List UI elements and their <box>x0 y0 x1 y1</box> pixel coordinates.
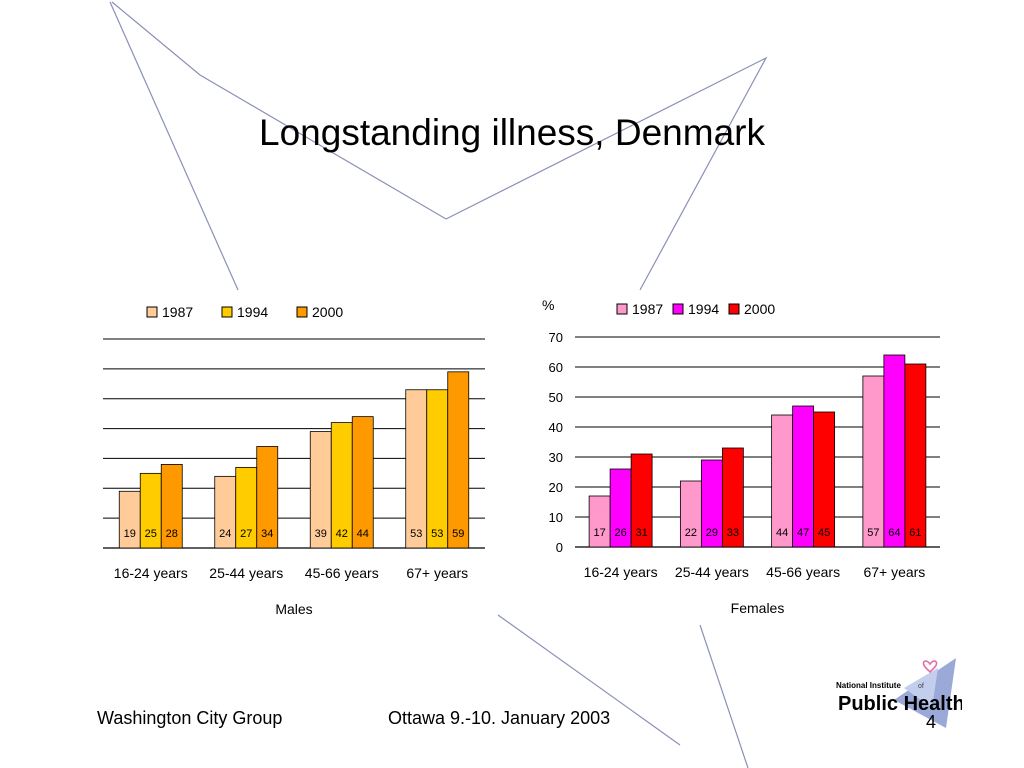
category-label: 25-44 years <box>209 565 283 581</box>
y-tick-label: 0 <box>556 540 563 555</box>
data-label: 53 <box>410 528 422 540</box>
bar <box>721 447 744 548</box>
data-label: 59 <box>452 528 464 540</box>
y-tick-label: 40 <box>549 420 563 435</box>
logo-of: of <box>918 683 924 690</box>
y-tick-label: 70 <box>549 330 563 345</box>
data-label: 34 <box>261 528 273 540</box>
data-label: 28 <box>166 528 178 540</box>
logo-line1: National Institute <box>836 681 901 690</box>
data-label: 27 <box>240 528 252 540</box>
data-label: 45 <box>818 527 830 539</box>
legend-swatch <box>728 303 740 315</box>
y-tick-label: 50 <box>549 390 563 405</box>
y-tick-label: 60 <box>549 360 563 375</box>
legend-label: 1994 <box>688 301 719 317</box>
data-label: 29 <box>706 527 718 539</box>
slide-title: Longstanding illness, Denmark <box>259 112 765 153</box>
legend-swatch <box>296 306 308 318</box>
category-label: 16-24 years <box>584 564 658 580</box>
data-label: 57 <box>867 527 879 539</box>
bar <box>792 405 815 548</box>
data-label: 42 <box>336 528 348 540</box>
bar <box>160 463 183 549</box>
data-label: 61 <box>909 527 921 539</box>
category-label: 25-44 years <box>675 564 749 580</box>
data-label: 47 <box>797 527 809 539</box>
data-label: 17 <box>594 527 606 539</box>
y-tick-label: 20 <box>549 480 563 495</box>
legend-swatch <box>616 303 628 315</box>
legend-label: 2000 <box>312 304 343 320</box>
bar <box>256 446 279 549</box>
bar <box>447 371 470 549</box>
x-axis-title: Males <box>275 601 312 617</box>
y-axis-label: % <box>542 297 554 313</box>
data-label: 53 <box>431 528 443 540</box>
bar <box>813 411 836 548</box>
data-label: 44 <box>776 527 788 539</box>
data-label: 26 <box>615 527 627 539</box>
bar <box>904 363 927 548</box>
page-number: 4 <box>926 712 937 732</box>
data-label: 25 <box>145 528 157 540</box>
y-tick-label: 10 <box>549 510 563 525</box>
legend-label: 1987 <box>162 304 193 320</box>
category-label: 45-66 years <box>305 565 379 581</box>
data-label: 33 <box>727 527 739 539</box>
category-label: 67+ years <box>863 564 925 580</box>
public-health-logo: National Institute of Public Health <box>836 658 962 728</box>
x-axis-title: Females <box>731 600 785 616</box>
category-label: 45-66 years <box>766 564 840 580</box>
data-label: 39 <box>315 528 327 540</box>
category-label: 67+ years <box>406 565 468 581</box>
data-label: 31 <box>636 527 648 539</box>
legend-swatch <box>146 306 158 318</box>
legend-label: 2000 <box>744 301 775 317</box>
logo-line2: Public Health <box>838 693 962 715</box>
legend-label: 1994 <box>237 304 268 320</box>
data-label: 22 <box>685 527 697 539</box>
footer-event-date: Ottawa 9.-10. January 2003 <box>388 708 611 728</box>
data-label: 64 <box>888 527 900 539</box>
data-label: 19 <box>124 528 136 540</box>
bar <box>862 375 885 548</box>
bar <box>588 495 611 548</box>
footer-organization: Washington City Group <box>97 708 283 728</box>
data-label: 44 <box>357 528 369 540</box>
category-label: 16-24 years <box>114 565 188 581</box>
y-tick-label: 30 <box>549 450 563 465</box>
data-label: 24 <box>219 528 231 540</box>
bar <box>351 416 374 549</box>
legend-label: 1987 <box>632 301 663 317</box>
bar <box>630 453 653 548</box>
legend-swatch <box>221 306 233 318</box>
legend-swatch <box>672 303 684 315</box>
bar <box>883 354 906 548</box>
